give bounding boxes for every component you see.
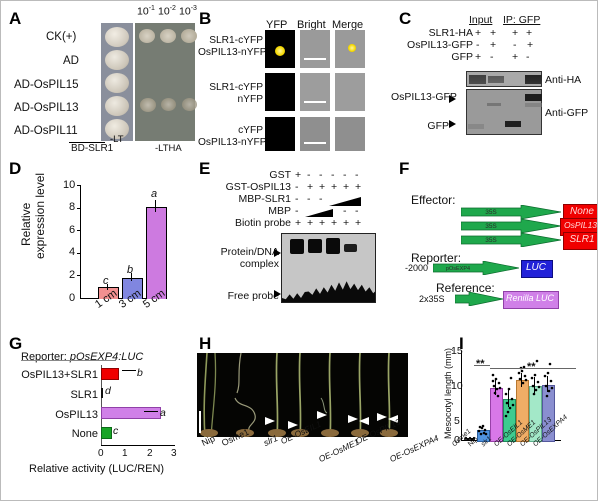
svg-text:pOsEXP4: pOsEXP4 bbox=[446, 266, 470, 272]
svg-text:35S: 35S bbox=[485, 237, 497, 244]
svg-text:35S: 35S bbox=[485, 223, 497, 230]
svg-text:35S: 35S bbox=[485, 209, 497, 216]
